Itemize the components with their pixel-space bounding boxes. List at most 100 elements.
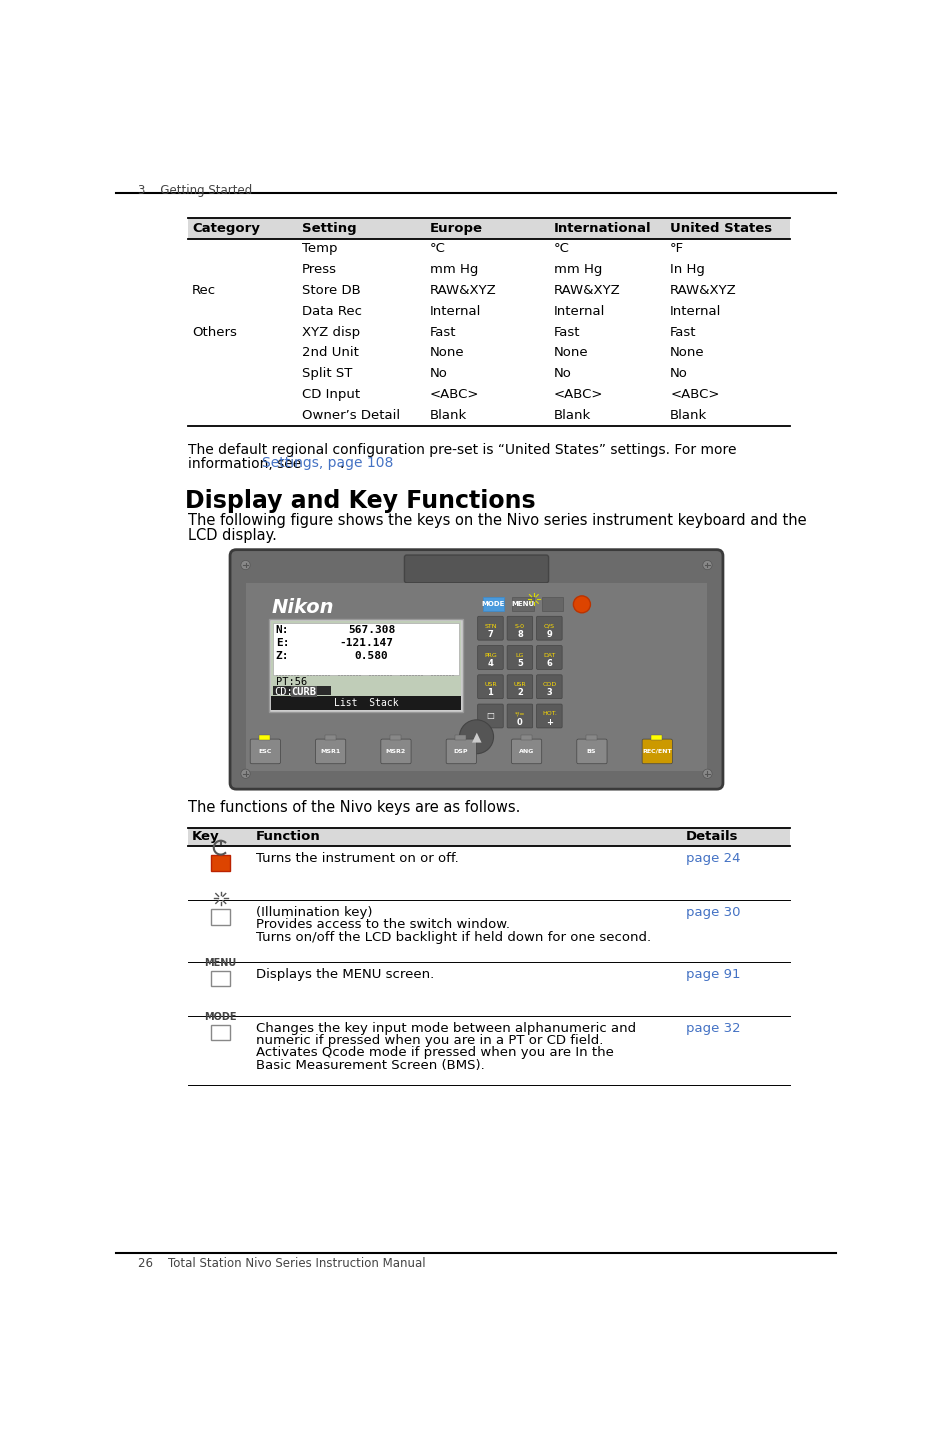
Text: 9: 9 [546,629,551,639]
Text: page 32: page 32 [685,1021,740,1035]
Text: ▲: ▲ [471,731,481,744]
Bar [212,1025,230,1040]
Text: None: None [430,346,464,359]
Circle shape [459,719,493,754]
FancyBboxPatch shape [536,645,561,669]
Text: page 24: page 24 [685,852,740,865]
Bar [651,735,662,739]
FancyBboxPatch shape [477,616,503,641]
Text: °F: °F [669,243,684,256]
Text: 26    Total Station Nivo Series Instruction Manual: 26 Total Station Nivo Series Instruction… [137,1257,425,1270]
Text: List  Stack: List Stack [333,698,398,708]
Text: 3: 3 [546,688,551,698]
Text: No: No [430,368,447,380]
Bar [271,621,460,709]
Bar [273,686,330,695]
Text: The default regional configuration pre-set is “United States” settings. For more: The default regional configuration pre-s… [188,443,736,456]
Text: S-0: S-0 [514,623,524,629]
FancyBboxPatch shape [641,739,672,764]
Text: ESC: ESC [258,749,271,754]
Text: In Hg: In Hg [669,263,704,276]
Text: 0: 0 [517,718,522,726]
Text: REC/ENT: REC/ENT [641,749,671,754]
Text: Function: Function [255,831,320,844]
Text: Z:: Z: [276,651,289,661]
Text: PT:56: PT:56 [276,678,306,688]
Text: MENU: MENU [511,602,534,608]
Text: Nikon: Nikon [271,598,333,618]
Text: No: No [669,368,688,380]
Text: Changes the key input mode between alphanumeric and: Changes the key input mode between alpha… [255,1021,635,1035]
Text: The functions of the Nivo keys are as follows.: The functions of the Nivo keys are as fo… [188,799,520,815]
Circle shape [240,769,250,778]
Circle shape [702,561,712,569]
FancyBboxPatch shape [404,555,548,583]
Text: STN: STN [483,623,496,629]
FancyBboxPatch shape [576,739,606,764]
Text: None: None [553,346,588,359]
FancyBboxPatch shape [250,739,280,764]
Text: MSR1: MSR1 [320,749,340,754]
Text: Owner’s Detail: Owner’s Detail [302,409,400,422]
Text: MODE: MODE [204,1012,237,1022]
Text: BS: BS [586,749,596,754]
Text: LCD display.: LCD display. [188,528,277,543]
Text: HOT.: HOT. [541,711,556,716]
Text: information, see: information, see [188,456,305,470]
Bar [268,619,463,712]
Text: Fast: Fast [669,326,696,339]
Circle shape [240,561,250,569]
Text: 5: 5 [516,659,522,668]
Text: Settings, page 108: Settings, page 108 [262,456,393,470]
Text: numeric if pressed when you are in a PT or CD field.: numeric if pressed when you are in a PT … [255,1034,602,1047]
Text: DAT: DAT [543,654,555,658]
FancyBboxPatch shape [477,704,503,728]
Bar [245,583,707,771]
Text: Store DB: Store DB [302,285,360,297]
Text: 1: 1 [487,688,493,698]
Text: Press: Press [302,263,337,276]
Text: 4: 4 [487,659,493,668]
Text: RAW&XYZ: RAW&XYZ [669,285,736,297]
Text: Basic Measurement Screen (BMS).: Basic Measurement Screen (BMS). [255,1058,483,1071]
FancyBboxPatch shape [536,616,561,641]
Text: The following figure shows the keys on the Nivo series instrument keyboard and t: The following figure shows the keys on t… [188,513,806,529]
Text: 6: 6 [546,659,551,668]
Text: CURB: CURB [291,686,316,696]
Text: Rec: Rec [192,285,216,297]
Bar [483,598,504,611]
Text: 8: 8 [517,629,522,639]
FancyBboxPatch shape [380,739,410,764]
Text: No: No [553,368,572,380]
Text: None: None [669,346,704,359]
Text: Internal: Internal [430,305,481,317]
Text: Activates Qcode mode if pressed when you are In the: Activates Qcode mode if pressed when you… [255,1047,612,1060]
Text: DSP: DSP [453,749,468,754]
Bar [212,971,230,987]
FancyBboxPatch shape [316,739,345,764]
Text: USR: USR [513,682,525,686]
Text: <ABC>: <ABC> [553,388,603,400]
Text: Blank: Blank [669,409,707,422]
Text: 7: 7 [487,629,493,639]
FancyBboxPatch shape [477,675,503,699]
Text: Details: Details [685,831,738,844]
Text: Data Rec: Data Rec [302,305,362,317]
Bar [259,735,270,739]
Text: XYZ disp: XYZ disp [302,326,360,339]
Circle shape [573,596,590,613]
FancyBboxPatch shape [536,675,561,699]
Text: -121.147: -121.147 [339,638,393,648]
Text: Europe: Europe [430,222,483,235]
Text: page 91: page 91 [685,968,740,981]
FancyBboxPatch shape [507,675,532,699]
Text: RAW&XYZ: RAW&XYZ [430,285,496,297]
Bar [212,855,230,871]
Text: Key: Key [192,831,219,844]
Text: International: International [553,222,651,235]
Text: Displays the MENU screen.: Displays the MENU screen. [255,968,433,981]
Text: Setting: Setting [302,222,356,235]
Bar [212,909,230,925]
Text: 567.308: 567.308 [348,625,395,635]
Text: 3    Getting Started: 3 Getting Started [137,184,251,197]
